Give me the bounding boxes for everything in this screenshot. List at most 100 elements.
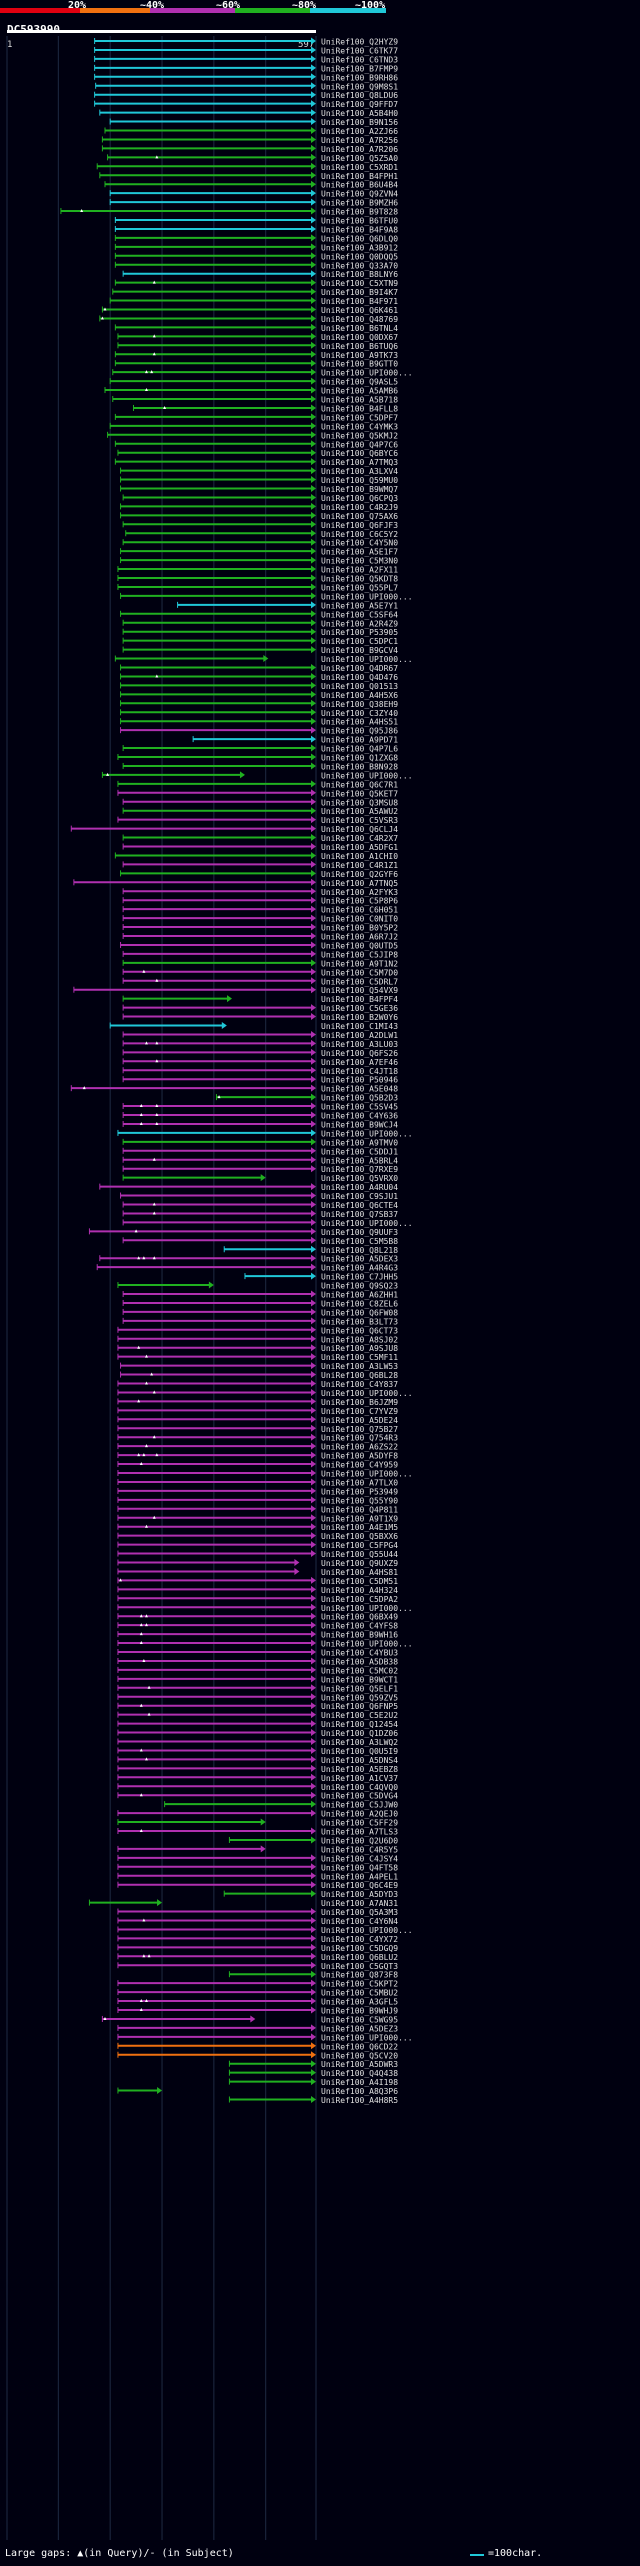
hit-label[interactable]: UniRef100_A6R7J2 [321, 933, 398, 942]
hit-label[interactable]: UniRef100_UPI000... [321, 1470, 413, 1479]
hit-label[interactable]: UniRef100_C5DPC1 [321, 637, 398, 646]
hit-row[interactable]: UniRef100_A5DB38 [117, 1657, 398, 1666]
hit-row[interactable]: UniRef100_A5DEX3 [99, 1254, 398, 1264]
hit-label[interactable]: UniRef100_A5DYD3 [321, 1890, 398, 1899]
hit-row[interactable]: UniRef100_A5E7Y1 [177, 601, 399, 610]
hit-label[interactable]: UniRef100_C4R1Z1 [321, 861, 398, 870]
hit-row[interactable]: UniRef100_A6ZHH1 [122, 1290, 398, 1300]
hit-label[interactable]: UniRef100_Q5VRX0 [321, 1174, 398, 1183]
hit-label[interactable]: UniRef100_Q0U5I9 [321, 1747, 398, 1756]
hit-row[interactable]: UniRef100_A5BRL4 [122, 1156, 398, 1165]
hit-label[interactable]: UniRef100_Q1DZ06 [321, 1729, 398, 1738]
hit-label[interactable]: UniRef100_A6ZS22 [321, 1443, 398, 1452]
hit-row[interactable]: UniRef100_C4YFS8 [117, 1621, 398, 1631]
hit-label[interactable]: UniRef100_C6C5Y2 [321, 530, 398, 539]
hit-label[interactable]: UniRef100_C4Y959 [321, 1461, 398, 1470]
hit-row[interactable]: UniRef100_C4JT18 [122, 1066, 398, 1076]
hit-label[interactable]: UniRef100_Q5BXX6 [321, 1532, 398, 1541]
hit-row[interactable]: UniRef100_C5FF29 [117, 1818, 398, 1828]
hit-row[interactable]: UniRef100_Q4FT58 [117, 1863, 398, 1872]
hit-row[interactable]: UniRef100_A5E1F7 [120, 547, 399, 557]
hit-row[interactable]: UniRef100_A9PD71 [192, 735, 398, 745]
hit-row[interactable]: UniRef100_C4R2J9 [120, 502, 399, 512]
hit-row[interactable]: UniRef100_Q4P7C6 [114, 440, 398, 449]
hit-row[interactable]: UniRef100_A4E1M5 [117, 1523, 398, 1532]
hit-row[interactable]: UniRef100_A5DYD3 [223, 1890, 398, 1899]
hit-label[interactable]: UniRef100_Q9M8S1 [321, 82, 398, 91]
hit-label[interactable]: UniRef100_C6H051 [321, 906, 398, 915]
hit-label[interactable]: UniRef100_Q7SB37 [321, 1210, 398, 1219]
hit-row[interactable]: UniRef100_Q6FS26 [122, 1048, 398, 1058]
hit-row[interactable]: UniRef100_A6ZS22 [117, 1442, 398, 1452]
hit-row[interactable]: UniRef100_C5DVG4 [117, 1791, 398, 1801]
hit-row[interactable]: UniRef100_A2ZJ66 [104, 127, 398, 136]
hit-label[interactable]: UniRef100_A5DFG1 [321, 843, 398, 852]
hit-label[interactable]: UniRef100_Q6FS26 [321, 1049, 398, 1058]
hit-row[interactable]: UniRef100_UPI000... [117, 1925, 413, 1935]
hit-row[interactable]: UniRef100_C5SV45 [122, 1102, 398, 1112]
hit-label[interactable]: UniRef100_Q75B27 [321, 1425, 398, 1434]
hit-label[interactable]: UniRef100_C5WG95 [321, 2015, 398, 2024]
hit-label[interactable]: UniRef100_P53949 [321, 1487, 398, 1496]
hit-label[interactable]: UniRef100_C5M3N0 [321, 557, 398, 566]
hit-row[interactable]: UniRef100_C7JHH5 [244, 1272, 398, 1282]
hit-row[interactable]: UniRef100_A5DE24 [117, 1415, 398, 1425]
hit-label[interactable]: UniRef100_Q12454 [321, 1720, 398, 1729]
hit-row[interactable]: UniRef100_Q55Y90 [117, 1496, 398, 1505]
hit-label[interactable]: UniRef100_C5DPA2 [321, 1595, 398, 1604]
hit-row[interactable]: UniRef100_UPI000... [112, 368, 413, 378]
hit-row[interactable]: UniRef100_B4FLL8 [133, 404, 399, 413]
hit-row[interactable]: UniRef100_A6R7J2 [122, 932, 398, 942]
hit-row[interactable]: UniRef100_Q55PL7 [117, 583, 398, 592]
hit-label[interactable]: UniRef100_P50946 [321, 1076, 398, 1085]
hit-row[interactable]: UniRef100_Q5BXX6 [117, 1532, 398, 1541]
hit-label[interactable]: UniRef100_C5KPT2 [321, 1980, 398, 1989]
hit-row[interactable]: UniRef100_A3B912 [114, 243, 398, 252]
hit-label[interactable]: UniRef100_C4R2X7 [321, 834, 398, 843]
hit-row[interactable]: UniRef100_A7R256 [101, 135, 398, 145]
hit-label[interactable]: UniRef100_Q4DR67 [321, 664, 398, 673]
hit-label[interactable]: UniRef100_Q9SQ23 [321, 1282, 398, 1291]
hit-row[interactable]: UniRef100_C6H051 [122, 905, 398, 915]
hit-row[interactable]: UniRef100_UPI000... [117, 1603, 413, 1613]
hit-label[interactable]: UniRef100_Q6BYC6 [321, 449, 398, 458]
hit-label[interactable]: UniRef100_UPI000... [321, 1926, 413, 1935]
hit-label[interactable]: UniRef100_Q0DQQ5 [321, 252, 398, 261]
hit-label[interactable]: UniRef100_A5E7Y1 [321, 601, 398, 610]
hit-label[interactable]: UniRef100_B6U4B4 [321, 181, 398, 190]
hit-label[interactable]: UniRef100_Q8LDU6 [321, 91, 398, 100]
hit-label[interactable]: UniRef100_A3LXV4 [321, 467, 398, 476]
hit-label[interactable]: UniRef100_Q5KET7 [321, 789, 398, 798]
hit-label[interactable]: UniRef100_C4R5Y5 [321, 1845, 398, 1854]
hit-row[interactable]: UniRef100_A7TLS3 [117, 1827, 398, 1837]
hit-label[interactable]: UniRef100_UPI000... [321, 592, 413, 601]
hit-row[interactable]: UniRef100_A4H5X6 [120, 690, 399, 700]
hit-label[interactable]: UniRef100_A3GFL5 [321, 1998, 398, 2007]
hit-row[interactable]: UniRef100_A7TNQ5 [73, 878, 398, 888]
hit-row[interactable]: UniRef100_B9WCJ4 [122, 1120, 398, 1129]
hit-row[interactable]: UniRef100_C5MF11 [117, 1353, 398, 1362]
hit-row[interactable]: UniRef100_A3LWQ2 [117, 1738, 398, 1747]
hit-label[interactable]: UniRef100_Q6BX49 [321, 1613, 398, 1622]
hit-row[interactable]: UniRef100_A7TMQ3 [114, 458, 398, 467]
hit-row[interactable]: UniRef100_Q6CTE4 [122, 1201, 398, 1210]
hit-label[interactable]: UniRef100_Q6DLQ0 [321, 234, 398, 243]
hit-label[interactable]: UniRef100_C4Y6N4 [321, 1917, 398, 1926]
hit-row[interactable]: UniRef100_A5DNS4 [117, 1755, 398, 1765]
hit-label[interactable]: UniRef100_C5JJW0 [321, 1801, 398, 1810]
hit-row[interactable]: UniRef100_Q12454 [117, 1720, 398, 1729]
hit-label[interactable]: UniRef100_Q7RXE9 [321, 1165, 398, 1174]
hit-row[interactable]: UniRef100_B9T828 [60, 207, 398, 217]
hit-row[interactable]: UniRef100_B6JZM9 [117, 1397, 398, 1407]
hit-label[interactable]: UniRef100_C1MI43 [321, 1022, 398, 1031]
hit-row[interactable]: UniRef100_B2W0Y6 [122, 1013, 398, 1022]
hit-label[interactable]: UniRef100_B9GTT0 [321, 360, 398, 369]
hit-label[interactable]: UniRef100_B3LT73 [321, 1317, 398, 1326]
hit-row[interactable]: UniRef100_Q5KET7 [117, 789, 398, 798]
hit-row[interactable]: UniRef100_A4H324 [117, 1585, 398, 1595]
hit-row[interactable]: UniRef100_Q6CT73 [117, 1326, 398, 1335]
hit-row[interactable]: UniRef100_A5E048 [70, 1084, 398, 1094]
hit-row[interactable]: UniRef100_B9GCV4 [122, 646, 398, 655]
hit-row[interactable]: UniRef100_Q8LDU6 [94, 91, 399, 100]
hit-row[interactable]: UniRef100_B8N928 [122, 762, 398, 771]
